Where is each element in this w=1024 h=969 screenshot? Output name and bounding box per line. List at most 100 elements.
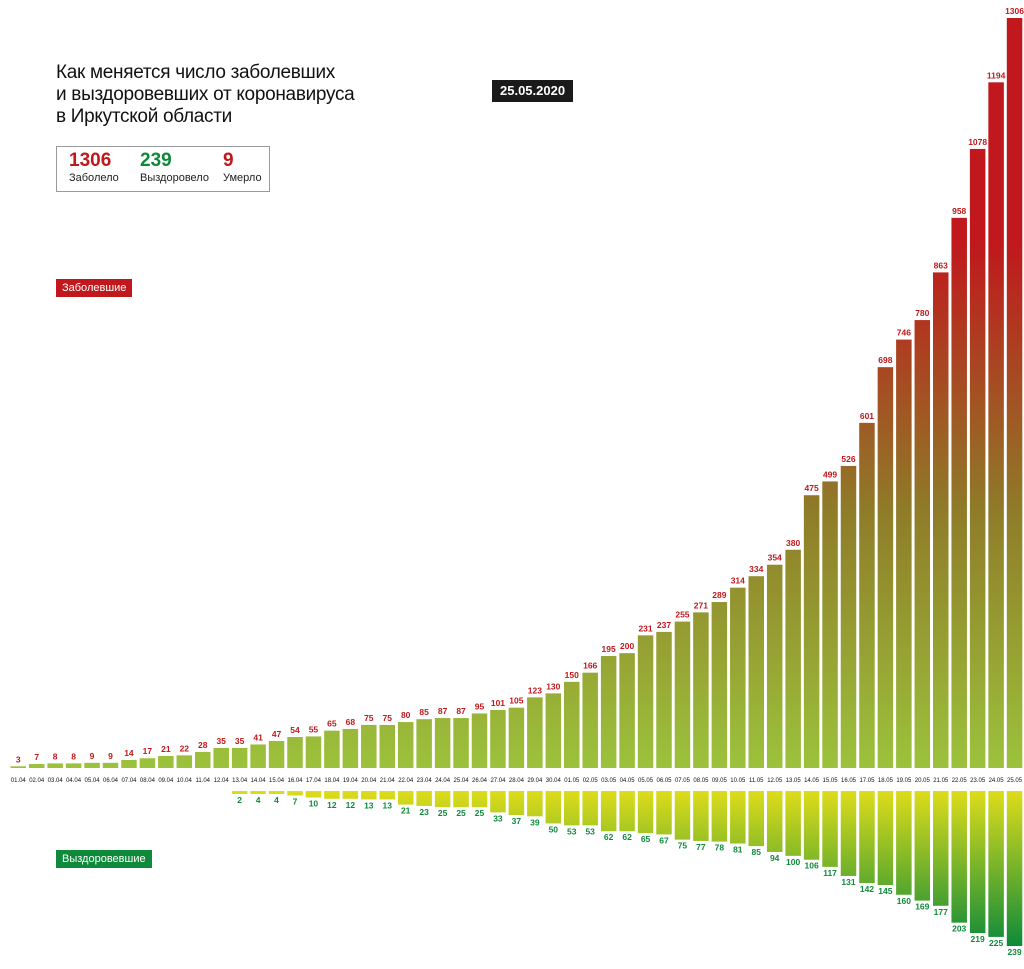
recovered-bar — [268, 791, 285, 794]
cases-value-label: 28 — [198, 740, 208, 750]
x-tick-label: 22.04 — [398, 778, 414, 784]
recovered-value-label: 53 — [567, 826, 577, 836]
cases-value-label: 85 — [419, 707, 429, 717]
cases-bar — [527, 697, 543, 768]
recovered-bar — [250, 791, 266, 794]
recovered-value-label: 37 — [512, 816, 522, 826]
recovered-bar — [434, 791, 451, 808]
cases-bar — [933, 272, 949, 768]
x-tick-label: 08.04 — [140, 778, 156, 784]
recovered-value-label: 53 — [585, 826, 595, 836]
chart-title: Как меняется число заболевших и выздоров… — [56, 62, 355, 128]
cases-value-label: 47 — [272, 729, 282, 739]
stats-box: 1306 Заболело 239 Выздоровело 9 Умерло — [56, 146, 270, 192]
cases-value-label: 958 — [952, 206, 966, 216]
cases-value-label: 334 — [749, 564, 763, 574]
cases-bar — [158, 755, 174, 768]
cases-value-label: 14 — [124, 748, 134, 758]
stat-deaths-value: 9 — [223, 150, 234, 171]
x-tick-label: 15.05 — [823, 778, 839, 784]
recovered-bar — [342, 791, 359, 799]
cases-value-label: 41 — [253, 732, 263, 742]
cases-bar — [508, 707, 525, 768]
recovered-bar — [416, 791, 432, 806]
recovered-bar — [453, 791, 469, 808]
recovered-value-label: 39 — [530, 817, 540, 827]
cases-bar — [10, 766, 26, 768]
x-tick-label: 06.04 — [103, 778, 119, 784]
x-tick-label: 14.04 — [251, 778, 267, 784]
recovered-bar — [803, 791, 820, 860]
cases-bar — [379, 724, 395, 768]
recovered-bar — [674, 791, 691, 840]
recovered-value-label: 219 — [971, 934, 985, 944]
x-tick-label: 07.04 — [121, 778, 137, 784]
cases-value-label: 200 — [620, 641, 634, 651]
x-tick-label: 10.05 — [730, 778, 746, 784]
recovered-value-label: 160 — [897, 896, 911, 906]
recovered-bar — [822, 791, 838, 867]
x-tick-label: 15.04 — [269, 778, 285, 784]
recovered-bar — [785, 791, 801, 856]
recovered-value-label: 85 — [752, 847, 762, 857]
stat-deaths: 9 Умерло — [223, 150, 262, 185]
recovered-bar — [490, 791, 506, 813]
cases-value-label: 166 — [583, 661, 597, 671]
x-tick-label: 28.04 — [509, 778, 525, 784]
recovered-value-label: 21 — [401, 806, 411, 816]
stat-cases-value: 1306 — [69, 150, 112, 171]
recovered-bar — [361, 791, 377, 800]
recovered-bar — [840, 791, 857, 876]
x-tick-label: 04.05 — [620, 778, 636, 784]
recovered-value-label: 4 — [256, 795, 261, 805]
cases-value-label: 3 — [16, 754, 21, 764]
cases-value-label: 75 — [383, 713, 393, 723]
cases-bar — [361, 724, 377, 768]
stat-deaths-label: Умерло — [223, 172, 262, 184]
cases-bar — [748, 576, 764, 768]
x-tick-label: 30.04 — [546, 778, 562, 784]
cases-value-label: 101 — [491, 698, 505, 708]
x-tick-label: 12.04 — [214, 778, 230, 784]
recovered-value-label: 131 — [841, 877, 855, 887]
cases-value-label: 105 — [509, 696, 523, 706]
cases-bar — [268, 741, 285, 768]
recovered-bar — [656, 791, 672, 835]
recovered-bar — [564, 791, 580, 826]
x-tick-label: 25.05 — [1007, 778, 1023, 784]
recovered-bar — [379, 791, 395, 800]
cases-bar — [1006, 18, 1023, 768]
recovered-value-label: 33 — [493, 813, 503, 823]
cases-value-label: 499 — [823, 469, 837, 479]
recovered-value-label: 77 — [696, 842, 706, 852]
x-tick-label: 05.04 — [85, 778, 101, 784]
recovered-value-label: 169 — [915, 902, 929, 912]
cases-value-label: 65 — [327, 719, 337, 729]
cases-value-label: 601 — [860, 411, 874, 421]
recovered-bar — [933, 791, 949, 906]
cases-value-label: 95 — [475, 701, 485, 711]
recovered-series: 2 4 4 7 10 12 12 13 13 21 23 25 25 25 33 37 39 50 53 53 62 62… — [231, 791, 1023, 957]
title-line-1: Как меняется число заболевших — [56, 62, 336, 83]
cases-bar — [195, 751, 211, 768]
recovered-value-label: 100 — [786, 857, 800, 867]
cases-value-label: 87 — [456, 706, 466, 716]
cases-value-label: 380 — [786, 538, 800, 548]
recovered-value-label: 225 — [989, 938, 1003, 948]
x-tick-label: 02.05 — [583, 778, 599, 784]
recovered-value-label: 62 — [622, 832, 632, 842]
x-tick-label: 18.05 — [878, 778, 894, 784]
cases-value-label: 80 — [401, 710, 411, 720]
cases-value-label: 130 — [546, 681, 560, 691]
cases-bar — [342, 728, 359, 768]
x-tick-label: 13.04 — [232, 778, 248, 784]
cases-value-label: 195 — [602, 644, 616, 654]
recovered-value-label: 203 — [952, 924, 966, 934]
cases-bar — [434, 718, 451, 768]
recovered-value-label: 177 — [934, 907, 948, 917]
cases-bar — [582, 672, 598, 768]
cases-value-label: 9 — [90, 751, 95, 761]
cases-bar — [305, 736, 322, 768]
cases-value-label: 1078 — [968, 137, 987, 147]
cases-bar — [287, 736, 303, 768]
